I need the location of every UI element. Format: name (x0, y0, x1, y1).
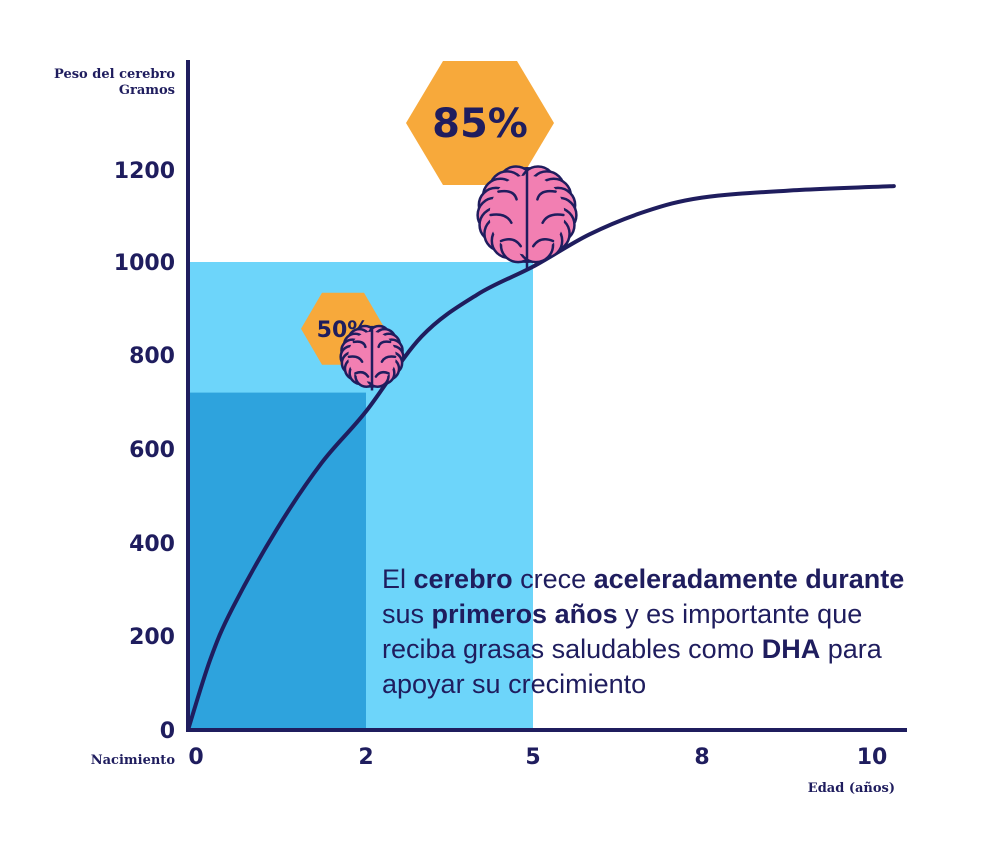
y-axis-label: Peso del cerebro Gramos (54, 67, 175, 98)
y-axis-label-line-1: Peso del cerebro (54, 67, 175, 82)
growth-curve-layer (186, 184, 896, 732)
percent-badge-label: 85% (432, 101, 528, 147)
y-tick-label: 400 (129, 532, 175, 557)
brain-fold (497, 189, 518, 201)
note-segment: y es importante que reciba grasas saluda… (382, 599, 863, 664)
percent-markers: 50% 85% (301, 61, 578, 391)
x-tick-label: 0 (188, 745, 203, 770)
y-tick-label: 0 (160, 719, 175, 744)
x-axis-label: Edad (años) (808, 781, 895, 796)
region-0-to-2 (188, 392, 366, 730)
brain-fold (541, 213, 565, 225)
note-segment: sus (382, 599, 432, 629)
marker-50%: 50% (301, 292, 405, 391)
y-axis-label-line-2: Gramos (119, 83, 175, 98)
x-tick-label: 2 (358, 745, 373, 770)
brain-fold (354, 370, 370, 378)
note-segment: DHA (761, 634, 821, 664)
x-ticks: 0 2 5 8 10 (188, 745, 887, 770)
y-ticks: 0 200 400 600 800 1000 1200 (114, 159, 175, 744)
brain-fold (499, 238, 523, 248)
y-tick-label: 800 (129, 344, 175, 369)
brain-fold (531, 238, 555, 248)
marker-85%: 85% (406, 61, 578, 269)
x-tick-label: 10 (857, 745, 888, 770)
brain-icon (476, 165, 578, 269)
brain-fold (380, 355, 397, 363)
y-tick-label: 600 (129, 438, 175, 463)
y-tick-label: 1200 (114, 159, 175, 184)
y-tick-label: 1000 (114, 251, 175, 276)
note-segment: crece (512, 564, 594, 594)
note-segment: para apoyar su crecimiento (382, 634, 882, 699)
percent-badge (406, 61, 554, 185)
note-segment: aceleradamente (593, 564, 798, 594)
note-segment: cerebro (413, 564, 513, 594)
brain-fold (347, 355, 364, 363)
brain-fold (352, 340, 367, 349)
brain-fold (374, 370, 390, 378)
note-segment: durante (805, 564, 905, 594)
note-segment: El (382, 564, 414, 594)
brain-fold (489, 213, 513, 225)
brain-fold (536, 189, 557, 201)
y-tick-label: 200 (129, 625, 175, 650)
x-tick-label: 8 (694, 745, 709, 770)
note-segment: primeros años (431, 599, 618, 629)
growth-curve-line (186, 184, 896, 732)
x-tick-label: 5 (525, 745, 540, 770)
axes (186, 60, 907, 732)
info-note: El cerebro crece aceleradamente durante … (382, 562, 942, 702)
brain-icon (339, 324, 405, 391)
brain-fold (377, 340, 392, 349)
x-origin-label: Nacimiento (91, 753, 176, 768)
